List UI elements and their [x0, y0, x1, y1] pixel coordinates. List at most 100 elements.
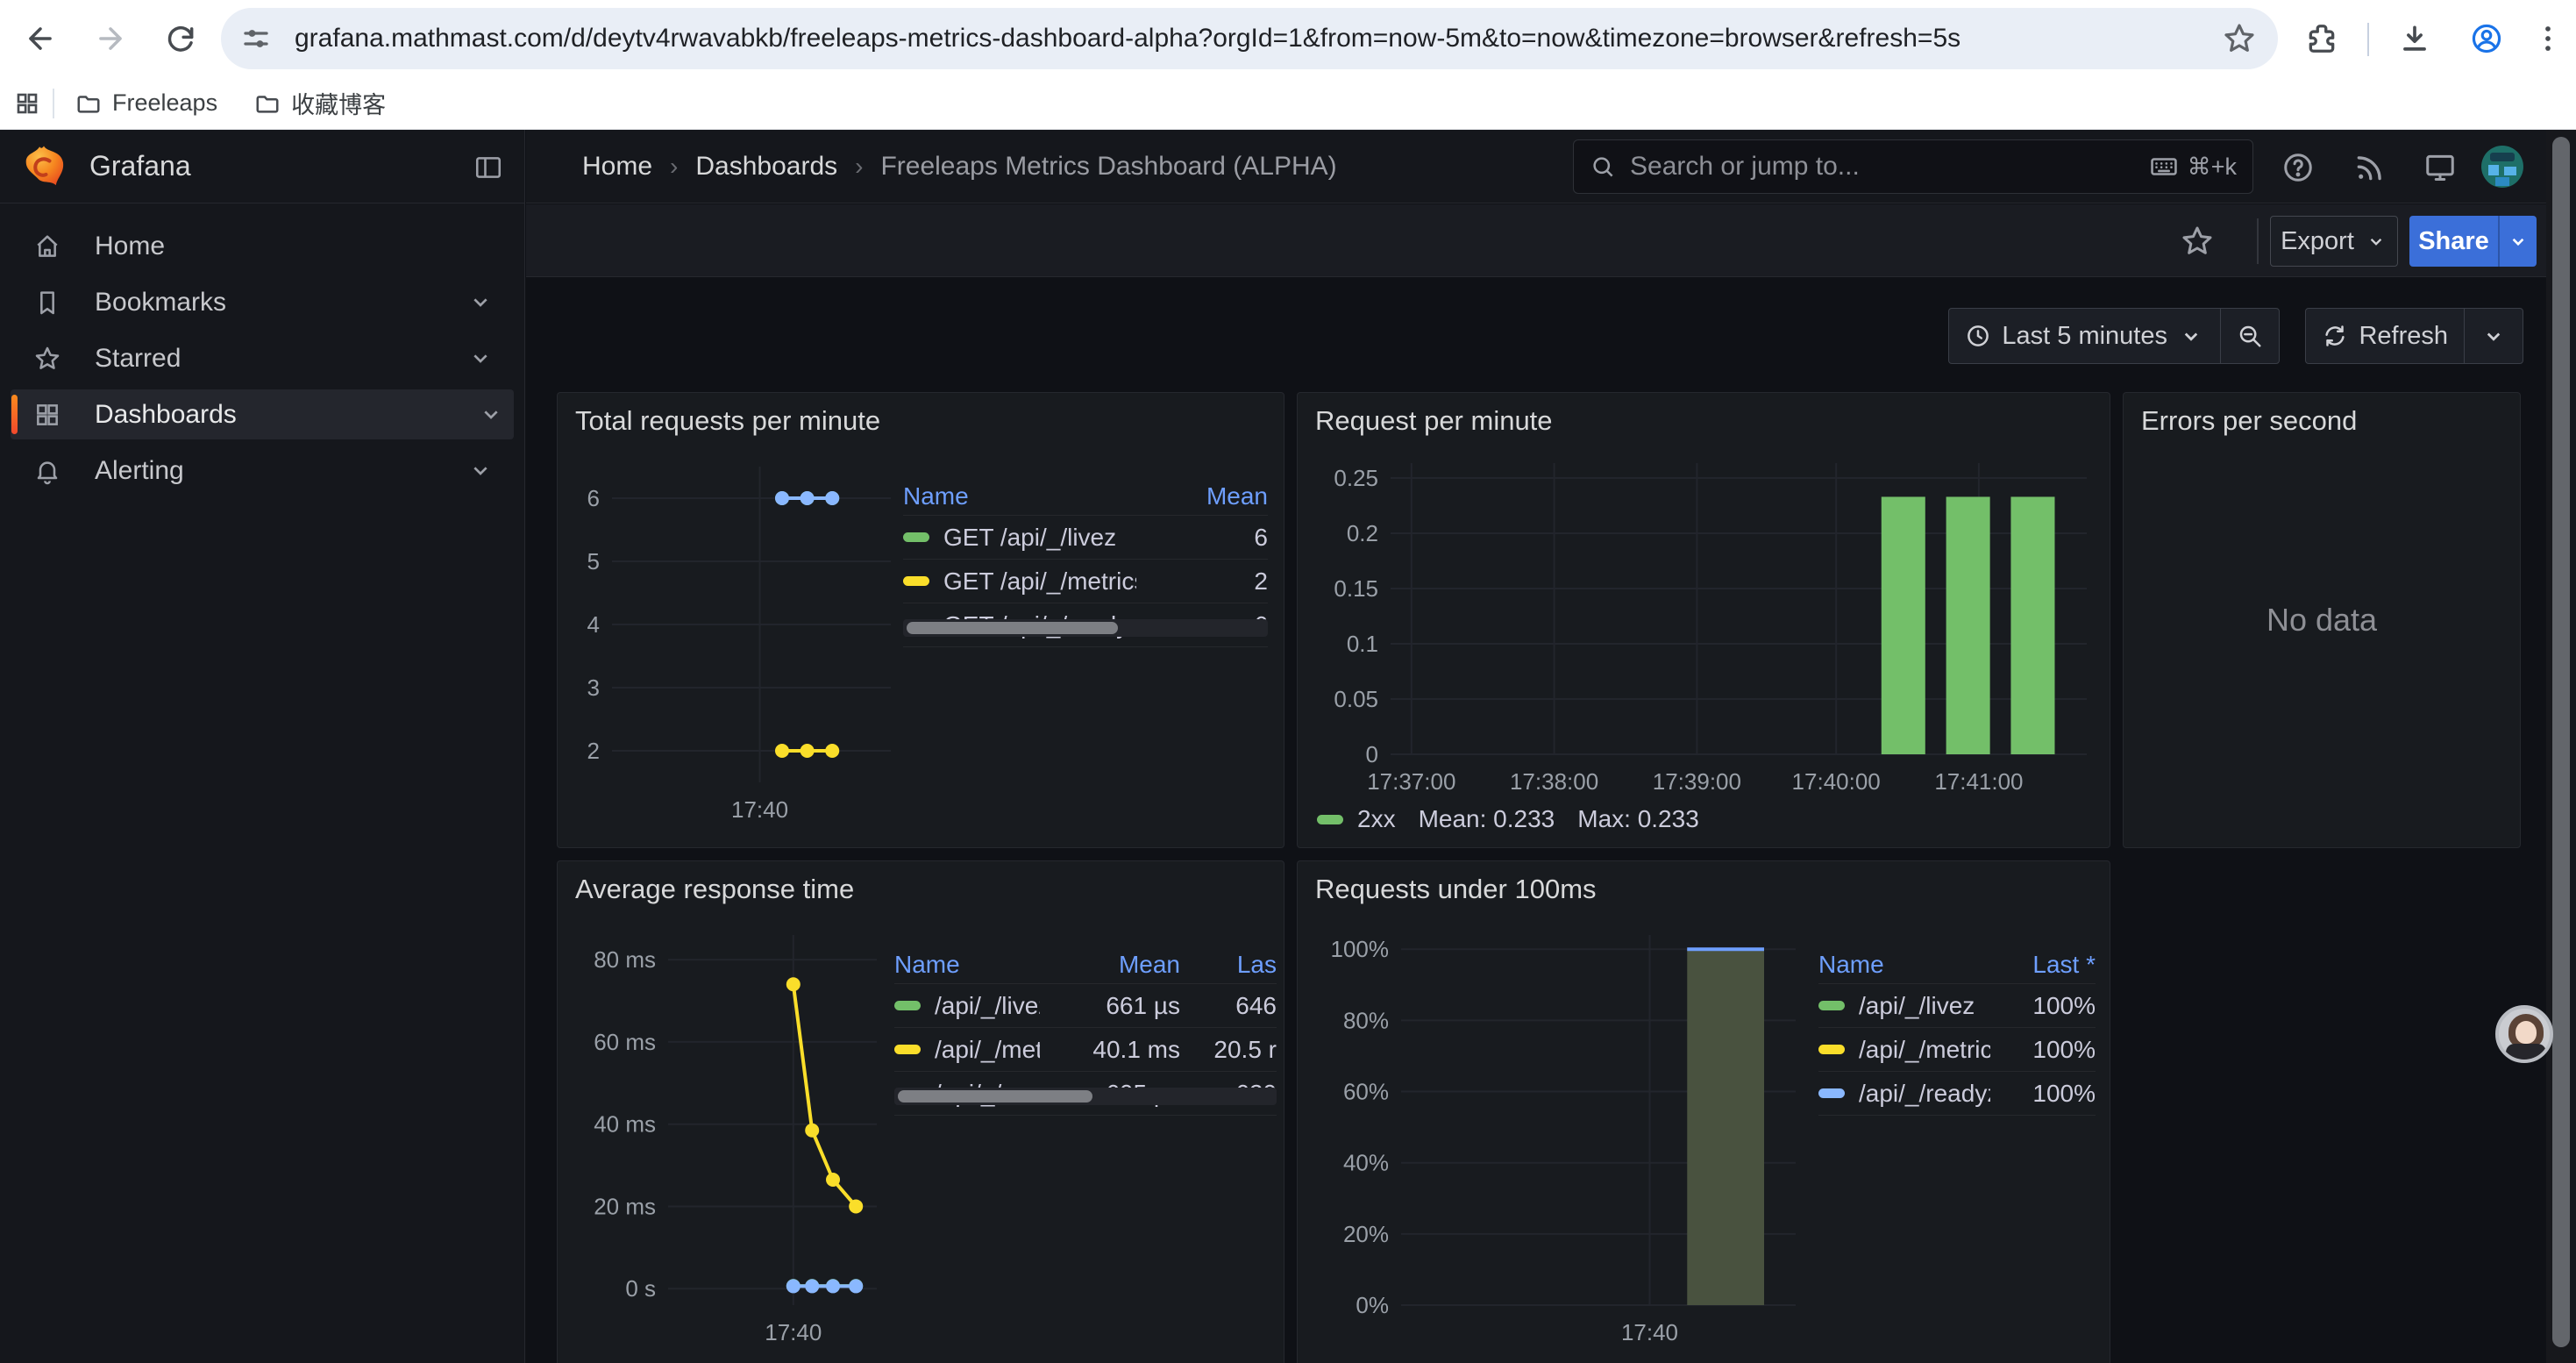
- legend-item-2xx[interactable]: 2xx: [1317, 805, 1396, 833]
- breadcrumb: Home › Dashboards › Freeleaps Metrics Da…: [582, 130, 1337, 203]
- svg-text:0.1: 0.1: [1347, 631, 1378, 657]
- avatar-face: [2516, 1021, 2537, 1044]
- breadcrumb-dashboards[interactable]: Dashboards: [695, 152, 838, 181]
- breadcrumb-separator: ›: [855, 153, 864, 180]
- series-name[interactable]: GET /api/_/metrics: [903, 567, 1136, 596]
- user-avatar[interactable]: [2481, 146, 2523, 188]
- column-header-name[interactable]: Name: [903, 482, 969, 510]
- chevron-down-icon[interactable]: [466, 288, 495, 316]
- bookmark-blogs[interactable]: 收藏博客: [242, 81, 398, 125]
- sidebar-item-alerting[interactable]: Alerting: [11, 446, 514, 496]
- series-swatch: [894, 1001, 921, 1010]
- extensions-icon[interactable]: [2299, 16, 2345, 61]
- bookmarks-bar: Freeleaps 收藏博客: [0, 77, 2576, 130]
- refresh-button[interactable]: Refresh: [2306, 309, 2464, 363]
- scrollbar-thumb[interactable]: [898, 1090, 1093, 1103]
- refresh-interval-button[interactable]: [2464, 309, 2523, 363]
- sidebar-nav: Home Bookmarks Starred Dashboards: [0, 221, 524, 502]
- requests-under-100ms-chart: 100% 80% 60% 40% 20% 0% 17:40: [1331, 935, 1796, 1345]
- column-header-name[interactable]: Name: [1818, 950, 1884, 978]
- panel-request-per-minute[interactable]: Request per minute 0.25 0.2 0.15 0.1 0.05 0 17…: [1297, 392, 2110, 848]
- panel-errors-per-second[interactable]: Errors per second No data: [2123, 392, 2521, 848]
- dashboard-content: Last 5 minutes Refresh: [526, 278, 2576, 1363]
- grafana-main: Home › Dashboards › Freeleaps Metrics Da…: [526, 130, 2576, 1363]
- series-name[interactable]: /api/_/livez: [894, 992, 1040, 1020]
- legend-table: Name Last * /api/_/livez 100% /api/_/metrics…: [1818, 946, 2096, 1116]
- url-bar[interactable]: grafana.mathmast.com/d/deytv4rwavabkb/fr…: [221, 8, 2278, 69]
- column-header[interactable]: Mean: [1118, 950, 1180, 978]
- legend-row: /api/_/readyz 100%: [1818, 1072, 2096, 1116]
- chevron-down-icon: [2370, 238, 2382, 246]
- site-settings-icon[interactable]: [240, 23, 272, 54]
- series-name[interactable]: /api/_/livez: [1818, 992, 1990, 1020]
- series-name[interactable]: /api/_/readyz: [1818, 1080, 1990, 1108]
- column-header[interactable]: Las: [1236, 950, 1277, 978]
- svg-text:60 ms: 60 ms: [594, 1029, 656, 1055]
- chevron-down-icon[interactable]: [477, 400, 505, 428]
- breadcrumb-home[interactable]: Home: [582, 152, 653, 181]
- series-value: 2: [1254, 567, 1268, 595]
- search-input[interactable]: Search or jump to... ⌘+k: [1573, 139, 2253, 194]
- chart-legend: 2xx Mean: 0.233 Max: 0.233: [1317, 805, 1699, 833]
- news-rss-icon[interactable]: [2353, 151, 2387, 184]
- legend-hscrollbar[interactable]: [903, 619, 1268, 637]
- series-swatch: [894, 1045, 921, 1054]
- reload-icon[interactable]: [158, 16, 203, 61]
- bookmark-label: Freeleaps: [112, 89, 218, 116]
- column-header[interactable]: Mean: [1206, 482, 1268, 510]
- export-button[interactable]: Export: [2270, 216, 2398, 267]
- bookmark-freeleaps[interactable]: Freeleaps: [63, 84, 230, 122]
- panel-total-requests[interactable]: Total requests per minute 6 5 4 3 2 17:40 Nam…: [557, 392, 1284, 848]
- series-value: 646: [1235, 991, 1277, 1019]
- series-name[interactable]: /api/_/metrics: [1818, 1036, 1990, 1064]
- url-text[interactable]: grafana.mathmast.com/d/deytv4rwavabkb/fr…: [295, 24, 1961, 53]
- browser-menu-icon[interactable]: [2525, 16, 2571, 61]
- series-name[interactable]: /api/_/metrics: [894, 1036, 1040, 1064]
- svg-text:0%: 0%: [1356, 1292, 1389, 1318]
- forward-icon[interactable]: [88, 16, 133, 61]
- scrollbar-thumb[interactable]: [907, 622, 1119, 634]
- legend-hscrollbar[interactable]: [894, 1088, 1277, 1105]
- downloads-icon[interactable]: [2392, 16, 2437, 61]
- svg-text:0 s: 0 s: [625, 1275, 656, 1302]
- panel-title: Errors per second: [2141, 405, 2358, 436]
- share-button[interactable]: Share: [2409, 216, 2498, 267]
- series-value: 40.1 ms: [1092, 1035, 1180, 1063]
- svg-text:2: 2: [587, 738, 600, 764]
- svg-text:17:37:00: 17:37:00: [1367, 768, 1455, 795]
- page-scrollbar[interactable]: [2546, 130, 2576, 1363]
- series-swatch: [1818, 1001, 1845, 1010]
- dashboard-toolbar: Export Share: [526, 204, 2576, 277]
- profile-icon[interactable]: [2464, 16, 2509, 61]
- chevron-down-icon[interactable]: [466, 344, 495, 372]
- sidebar-item-dashboards[interactable]: Dashboards: [11, 389, 514, 439]
- apps-grid-icon[interactable]: [7, 85, 47, 122]
- help-icon[interactable]: [2281, 151, 2315, 184]
- sidebar-item-bookmarks[interactable]: Bookmarks: [11, 277, 514, 327]
- scrollbar-thumb[interactable]: [2552, 137, 2570, 1347]
- zoom-out-button[interactable]: [2220, 309, 2279, 363]
- panel-title: Total requests per minute: [575, 405, 881, 436]
- sidebar-item-label: Bookmarks: [95, 287, 227, 317]
- assistant-avatar[interactable]: [2495, 1005, 2553, 1063]
- dock-menu-icon[interactable]: [473, 153, 503, 182]
- sidebar-item-home[interactable]: Home: [11, 221, 514, 271]
- bell-icon: [37, 460, 58, 484]
- panel-average-response-time[interactable]: Average response time 80 ms 60 ms 40 ms 20 …: [557, 860, 1284, 1363]
- time-range-picker[interactable]: Last 5 minutes: [1949, 309, 2220, 363]
- legend-header-row: Name Last *: [1818, 946, 2096, 984]
- sidebar-item-starred[interactable]: Starred: [11, 333, 514, 383]
- favorite-star-icon[interactable]: [2180, 224, 2215, 259]
- monitor-icon[interactable]: [2423, 151, 2457, 184]
- panel-requests-under-100ms[interactable]: Requests under 100ms 100% 80% 60% 40% 20% 0% 1…: [1297, 860, 2110, 1363]
- grafana-logo[interactable]: [21, 144, 67, 189]
- series-name[interactable]: GET /api/_/livez: [903, 524, 1136, 552]
- column-header[interactable]: Last *: [2032, 950, 2096, 978]
- bookmarks-divider: [53, 88, 54, 118]
- chevron-down-icon[interactable]: [466, 456, 495, 484]
- column-header-name[interactable]: Name: [894, 950, 960, 978]
- back-icon[interactable]: [18, 16, 63, 61]
- bookmark-star-icon[interactable]: [2222, 21, 2257, 56]
- share-menu-button[interactable]: [2498, 216, 2537, 267]
- series-value: 100%: [2032, 991, 2096, 1019]
